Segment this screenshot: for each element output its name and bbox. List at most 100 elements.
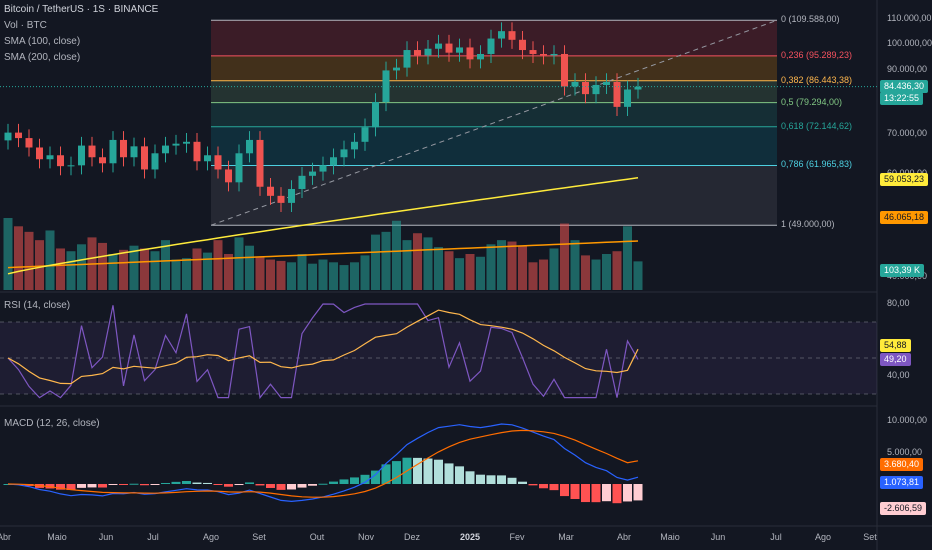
macd-signal-badge: 3.680,40 (880, 458, 924, 471)
candle-body (88, 145, 96, 158)
time-axis-tick[interactable]: Ago (202, 532, 220, 542)
candle-body (225, 169, 232, 183)
macd-hist-bar (507, 477, 517, 484)
time-axis-tick[interactable]: Nov (357, 532, 375, 542)
candle-body (372, 102, 379, 128)
volume-bar (434, 247, 443, 290)
candle-body (193, 141, 201, 162)
candle-body (46, 155, 54, 160)
volume-bar (591, 259, 601, 290)
rsi-axis-tick[interactable]: 80,00 (887, 298, 910, 308)
candle-body (435, 43, 442, 49)
candle-body (109, 139, 117, 164)
time-axis-tick[interactable]: Jun (710, 532, 726, 542)
volume-bar (119, 249, 128, 290)
time-axis-tick[interactable]: Out (309, 532, 325, 542)
macd-hist-bar (581, 484, 590, 503)
price-axis-tick[interactable]: 90.000,00 (887, 64, 928, 75)
time-axis-tick[interactable]: Set (252, 532, 266, 542)
volume-bar (245, 245, 254, 290)
macd-hist-bar (276, 484, 286, 490)
candle-body (36, 147, 43, 160)
macd-hist-bar (182, 480, 191, 484)
volume-bar (297, 254, 307, 290)
macd-hist-bar (633, 484, 643, 501)
macd-hist-bar (77, 484, 86, 488)
macd-title[interactable]: MACD (12, 26, close) (4, 418, 100, 429)
macd-hist-bar (497, 475, 506, 484)
price-axis-tick[interactable]: 110.000,00 (887, 13, 932, 24)
time-axis-tick[interactable]: Fev (509, 532, 525, 542)
time-axis-tick[interactable]: Abr (616, 532, 632, 542)
rsi-axis-tick[interactable]: 40,00 (887, 370, 910, 380)
volume-bar (539, 259, 548, 290)
macd-hist-bar (518, 481, 527, 484)
indicator-sma100[interactable]: SMA (100, close) (4, 36, 81, 47)
rsi-ma-badge: 54,88 (880, 339, 911, 352)
macd-axis-tick[interactable]: 5.000,00 (887, 446, 923, 457)
candle-body (204, 155, 211, 162)
macd-hist-bar (434, 459, 443, 484)
macd-hist-bar (108, 484, 118, 485)
candle-body (267, 186, 274, 196)
volume-bar (402, 240, 412, 290)
volume-bar (444, 251, 454, 290)
rsi-title[interactable]: RSI (14, close) (4, 300, 71, 311)
volume-bar (255, 256, 265, 290)
time-axis-tick[interactable]: Mar (558, 532, 574, 542)
indicator-volume[interactable]: Vol · BTC (4, 20, 47, 31)
volume-bar (182, 258, 191, 290)
volume-bar (318, 259, 328, 290)
macd-hist-bar (539, 484, 548, 489)
price-axis-tick[interactable]: 70.000,00 (887, 128, 928, 139)
candle-body (445, 43, 453, 53)
macd-line (7, 423, 639, 503)
macd-hist-bar (203, 482, 212, 484)
macd-axis-tick[interactable]: 10.000,00 (887, 415, 928, 425)
symbol-title[interactable]: Bitcoin / TetherUS · 1S · BINANCE (4, 4, 159, 15)
candle-body (319, 165, 327, 172)
fib-trend-line (210, 19, 778, 226)
macd-hist-bar (360, 474, 370, 484)
volume-bar (507, 241, 517, 290)
fib-zone (211, 165, 777, 226)
candle-body (330, 157, 337, 166)
candle-body (4, 132, 12, 141)
time-axis-tick[interactable]: Set (863, 532, 877, 542)
volume-bar (465, 254, 475, 290)
candle-body (424, 48, 432, 56)
fib-level-label: 0,236 (95.289,23) (781, 49, 853, 60)
fib-zone (211, 126, 777, 166)
volume-bar (98, 242, 107, 290)
candle-body (613, 82, 621, 107)
macd-hist-bar (140, 484, 149, 486)
time-axis-tick[interactable]: Maio (660, 532, 680, 542)
time-axis-tick[interactable]: Maio (47, 532, 67, 542)
candle-body (309, 171, 316, 176)
macd-hist-bar (266, 484, 275, 488)
volume-bar (423, 237, 433, 290)
time-axis-tick[interactable]: Jul (147, 532, 159, 542)
time-axis-tick[interactable]: 2025 (459, 532, 481, 542)
candle-body (57, 155, 64, 167)
macd-hist-bar (413, 457, 422, 484)
time-axis-tick[interactable]: Ago (814, 532, 832, 542)
volume-bar (213, 240, 223, 290)
indicator-sma200[interactable]: SMA (200, close) (4, 52, 81, 63)
volume-bar (56, 248, 65, 290)
macd-histogram-badge: -2.606,59 (880, 502, 927, 515)
candle-body (78, 145, 85, 166)
candle-body (277, 195, 285, 203)
volume-bar (234, 237, 244, 290)
price-axis-tick[interactable]: 100.000,00 (887, 37, 932, 48)
time-axis-tick[interactable]: Dez (403, 532, 421, 542)
price-axis-tick[interactable]: 60.000,00 (887, 168, 927, 178)
macd-hist-bar (591, 484, 601, 503)
time-axis-tick[interactable]: Jul (770, 532, 782, 542)
time-axis-tick[interactable]: Abr (0, 532, 12, 542)
time-axis-tick[interactable]: Jun (98, 532, 114, 542)
rsi-line (7, 303, 639, 400)
volume-bar (24, 231, 34, 290)
